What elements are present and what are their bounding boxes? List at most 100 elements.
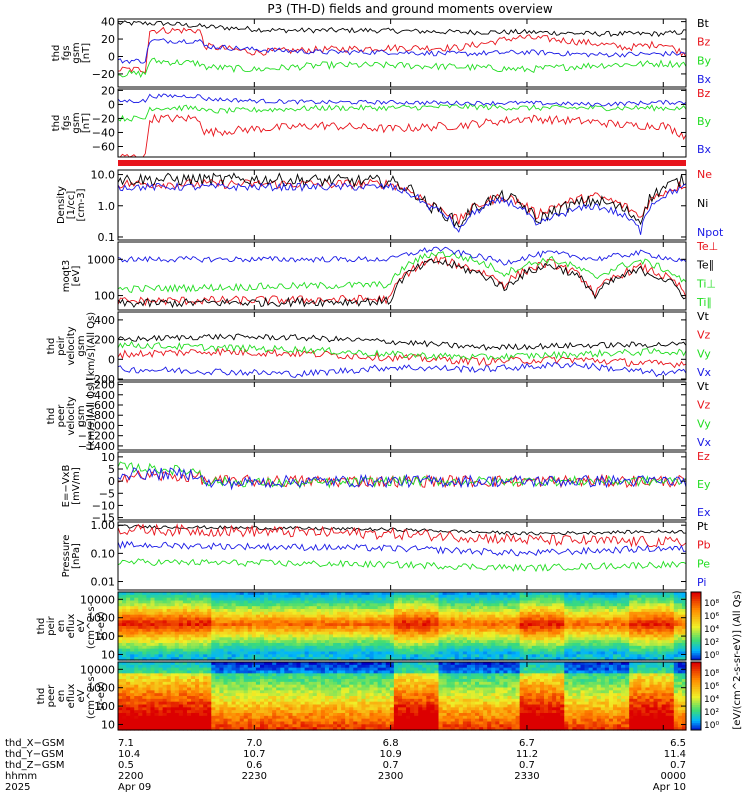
legend-entry-0: Ne (697, 168, 712, 181)
svg-text:gsm: gsm (76, 335, 87, 356)
y-tick-label: 20 (101, 84, 115, 97)
legend-entry-1: Te∥ (696, 259, 714, 272)
y-tick-label: 100 (94, 290, 115, 303)
series-line-vy (117, 340, 687, 361)
legend-entry-3: Pi (697, 576, 706, 589)
series-line-bz (117, 26, 687, 74)
y-tick-label: 0 (108, 50, 115, 63)
series-line-by (117, 103, 687, 122)
svg-text:thd: thd (46, 338, 57, 355)
y-tick-label: 5 (108, 463, 115, 476)
colorbar-tick-label: 10⁴ (704, 625, 719, 635)
panel-frame (117, 591, 687, 661)
legend-entry-2: Ti⊥ (696, 277, 716, 290)
x-tick-value: 10.7 (243, 749, 265, 760)
y-tick-label: 0.01 (91, 576, 116, 589)
legend-entry-0: Vt (697, 380, 710, 393)
y-tick-label: −1400 (78, 440, 115, 453)
y-tick-label: −10 (92, 499, 115, 512)
series-line-bt (117, 20, 687, 38)
y-tick-label: −200 (85, 373, 115, 386)
svg-text:peer: peer (56, 404, 67, 428)
y-tick-label: 100 (94, 630, 115, 643)
series-line-vt (117, 333, 687, 351)
legend-entry-0: Te⊥ (696, 240, 718, 253)
x-tick-value: 0.7 (670, 760, 686, 771)
svg-text:[km/s](All Qs): [km/s](All Qs) (86, 312, 97, 380)
legend-entry-0: Bz (697, 87, 711, 100)
legend-entry-3: Vx (697, 366, 712, 379)
legend-entry-2: Pe (697, 557, 710, 570)
y-tick-label: 1.00 (91, 519, 116, 532)
panel-4: 1000 100 moqt3 [eV] Te⊥ Te∥ Ti⊥ Ti∥ (61, 240, 718, 311)
x-tick-value: Apr 10 (653, 782, 686, 793)
svg-text:[nPa]: [nPa] (71, 543, 82, 569)
y-tick-label: −1000 (78, 419, 115, 432)
y-tick-label: 1000 (87, 682, 115, 695)
legend-entry-1: Vz (697, 399, 711, 412)
svg-text:eV: eV (76, 619, 87, 632)
colorbar-1 (690, 591, 702, 661)
svg-text:en: en (56, 620, 67, 633)
series-line-bz (117, 113, 687, 158)
svg-text:sr-eV): sr-eV) (96, 611, 107, 640)
series-line-bx (117, 93, 687, 107)
x-axis-labels: thd_X−GSM 7.1 7.0 6.8 6.7 6.5 thd_Y−GSM 10.4 10.… (5, 738, 686, 793)
x-tick-value: 6.7 (519, 738, 535, 749)
series-line-vx (117, 361, 687, 378)
series-line-ti (117, 246, 687, 266)
series-line-pb (117, 523, 687, 548)
svg-text:[nT]: [nT] (81, 113, 92, 133)
x-tick-value: 7.0 (246, 738, 262, 749)
series-line-ti (117, 251, 687, 293)
x-tick-value: 10.9 (380, 749, 402, 760)
y-axis-label: thd peir velocity gsm [km/s](All Qs) (46, 312, 97, 380)
x-tick-value: 0.5 (118, 760, 134, 771)
colorbar-tick-label: 10⁶ (704, 682, 719, 692)
y-tick-label: 0.1 (98, 231, 116, 244)
y-tick-label: 200 (94, 334, 115, 347)
panel-frame (117, 18, 687, 88)
legend: Ne Ni Npot (697, 168, 724, 239)
y-tick-label: −20 (92, 68, 115, 81)
legend: Bt Bz By Bx (697, 17, 712, 86)
colorbar-tick-label: 10⁸ (704, 599, 719, 609)
y-axis-label: thd fgs gsm [nT] (51, 42, 92, 63)
legend-entry-2: Vy (697, 347, 711, 360)
y-tick-label: −1200 (78, 430, 115, 443)
legend: Vt Vz Vy Vx (697, 380, 712, 449)
y-tick-label: 0 (108, 475, 115, 488)
colorbar-tick-label: 10⁸ (704, 669, 719, 679)
legend: Bz By Bx (697, 87, 712, 156)
y-tick-label: 100 (94, 700, 115, 713)
series-line-npot (117, 182, 687, 235)
series-line-te (117, 254, 687, 307)
svg-text:(cm^2-s-: (cm^2-s- (86, 602, 97, 649)
figure-title: P3 (TH-D) fields and ground moments over… (267, 2, 552, 16)
y-tick-label: −800 (85, 409, 115, 422)
y-axis-label: thd peer velocity gsm [km/s](All Qs) (46, 382, 97, 450)
y-tick-label: 10.0 (91, 169, 116, 182)
x-row-label: thd_X−GSM (5, 738, 65, 749)
x-tick-value: 11.2 (516, 749, 538, 760)
x-tick-value: 6.5 (670, 738, 686, 749)
y-tick-label: 20 (101, 33, 115, 46)
panel-frame (117, 311, 687, 381)
legend-entry-1: Pb (697, 539, 711, 552)
svg-text:gsm: gsm (76, 405, 87, 426)
x-tick-value: 0.6 (246, 760, 262, 771)
colorbar-2 (690, 661, 702, 731)
x-row-label: hhmm (5, 771, 37, 782)
legend: Ez Ey Ex (697, 450, 711, 519)
panel-3: 10.0 1.0 0.1 Density [1/cc] [cm-3] Ne Ni Npot (56, 168, 724, 244)
x-tick-value: 11.4 (664, 749, 686, 760)
svg-text:[km/s](All Qs): [km/s](All Qs) (86, 382, 97, 450)
y-tick-label: 10 (101, 718, 115, 731)
y-tick-label: 400 (94, 314, 115, 327)
y-tick-label: 10 (101, 451, 115, 464)
